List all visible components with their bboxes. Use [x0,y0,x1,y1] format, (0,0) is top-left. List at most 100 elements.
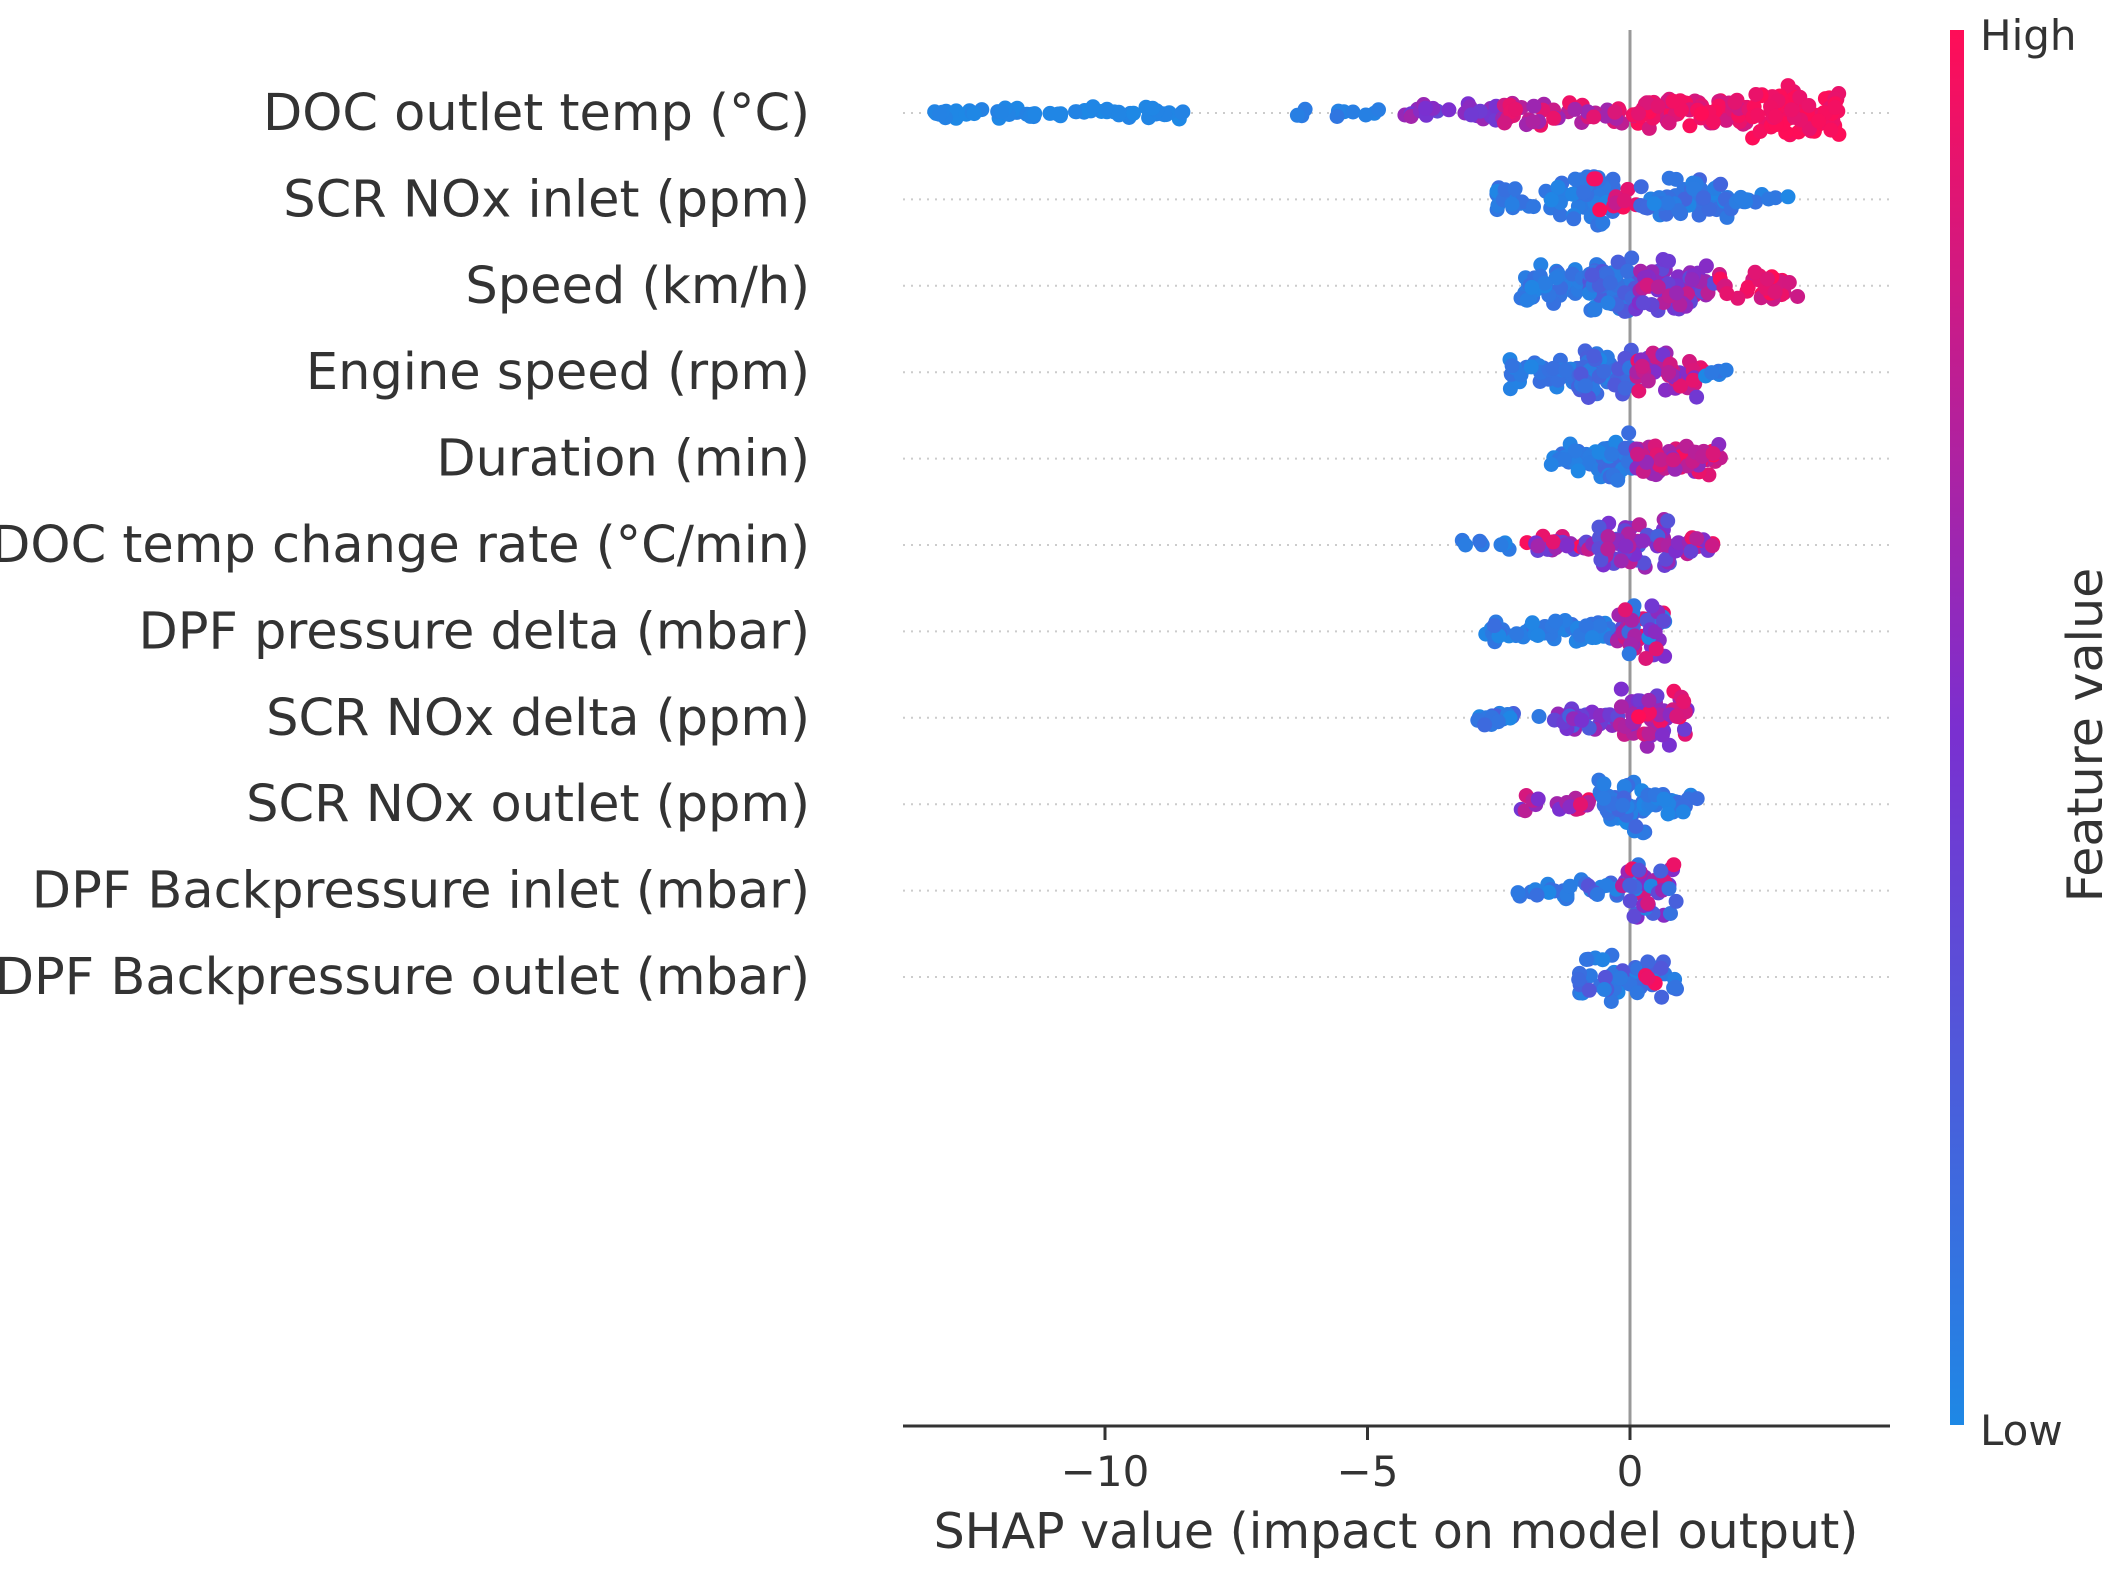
shap-point [1704,365,1720,381]
shap-point [1526,98,1542,114]
feature-label: Speed (km/h) [465,257,810,316]
feature-label: DPF Backpressure outlet (mbar) [0,948,810,1007]
colorbar [1950,30,1964,1425]
shap-point [1617,440,1633,456]
shap-point [1573,797,1588,812]
shap-point [1644,598,1660,614]
shap-point [1629,985,1645,1001]
shap-point [1567,101,1583,117]
shap-point [1507,181,1523,197]
shap-point [1576,184,1592,200]
shap-point [1600,295,1616,311]
shap-point [1584,267,1600,283]
shap-point [1289,107,1305,123]
shap-point [1650,98,1666,114]
shap-point [1750,107,1765,123]
shap-point [1671,203,1687,219]
shap-point [1704,538,1720,554]
shap-point [1526,199,1541,215]
x-tick-label: −5 [1337,1447,1399,1496]
colorbar-low-label: Low [1980,1406,2063,1455]
shap-point [1677,721,1692,737]
shap-point [1689,389,1705,405]
shap-point [1617,602,1633,618]
shap-point [1701,201,1717,217]
shap-point [1631,105,1646,121]
shap-point [1418,100,1433,116]
beeswarm-points [927,78,1847,1009]
shap-point [1628,819,1644,834]
shap-point [1051,106,1067,122]
shap-point [1578,618,1594,634]
shap-point [1358,107,1374,123]
shap-point [1626,908,1642,924]
shap-point [1613,681,1629,697]
shap-point [1740,279,1756,295]
shap-point [994,104,1010,120]
shap-point [1463,107,1479,123]
shap-point [1581,982,1597,998]
shap-point [1719,286,1735,302]
shap-point [1504,358,1520,374]
shap-point [1586,348,1602,364]
shap-point [1682,118,1698,134]
shap-point [1591,444,1607,460]
shap-point [1584,630,1600,646]
shap-point [1661,881,1677,897]
shap-point [1567,443,1583,459]
shap-point [1458,537,1473,553]
shap-point [1661,253,1676,269]
shap-point [1607,104,1623,120]
shap-point [1068,104,1083,120]
shap-point [1543,192,1559,208]
shap-point [1624,250,1640,266]
feature-label: SCR NOx inlet (ppm) [283,170,810,229]
shap-point [1639,277,1655,293]
shap-point [1145,100,1161,116]
shap-point [1631,709,1647,725]
shap-point [1546,110,1562,126]
shap-point [1525,114,1541,130]
shap-point [1801,98,1817,113]
shap-point [1595,952,1611,968]
shap-point [1635,295,1651,311]
shap-point [1371,102,1386,118]
shap-point [1613,699,1629,715]
shap-point [1574,712,1590,728]
shap-point [1345,104,1361,120]
shap-point [1596,776,1612,792]
shap-point [1638,651,1654,666]
shap-point [1823,122,1839,138]
shap-point [1640,954,1656,970]
shap-point [1510,885,1526,901]
shap-point [1530,628,1546,643]
shap-point [1615,797,1631,813]
shap-point [1661,365,1677,380]
shap-point [1667,979,1683,995]
shap-point [1641,726,1657,742]
shap-point [1589,887,1605,902]
shap-point [1658,551,1674,567]
shap-point [1641,692,1657,708]
shap-point [1646,196,1662,212]
shap-point [1685,372,1701,388]
shap-point [1613,553,1629,569]
shap-point [1502,710,1518,726]
shap-point [1660,513,1676,529]
shap-point [1689,531,1705,547]
shap-point [1650,279,1666,295]
shap-point [1610,254,1626,270]
shap-point [1573,366,1589,382]
shap-point [1530,791,1546,807]
shap-point [1676,694,1692,710]
feature-label: DOC outlet temp (°C) [263,84,810,143]
shap-point [1550,179,1566,195]
shap-point [1591,519,1607,535]
shap-point [1661,170,1677,186]
shap-point [1085,99,1101,115]
shap-point [1566,211,1582,227]
shap-point [1559,538,1575,554]
shap-point [1531,709,1547,724]
shap-point [1666,857,1682,873]
shap-point [1705,446,1721,462]
